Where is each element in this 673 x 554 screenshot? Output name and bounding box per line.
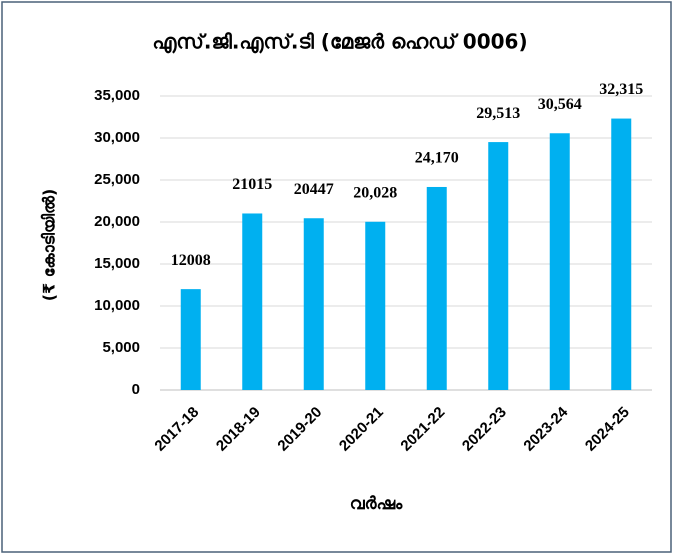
data-label: 32,315 bbox=[599, 81, 643, 98]
data-label: 12008 bbox=[171, 252, 211, 269]
data-label: 29,513 bbox=[476, 105, 520, 122]
data-label: 20447 bbox=[294, 181, 334, 198]
y-tick-label: 0 bbox=[132, 381, 140, 398]
bar bbox=[180, 289, 201, 390]
bar bbox=[611, 118, 632, 390]
y-axis-label: (₹ കോടിയിൽ) bbox=[40, 189, 59, 302]
data-label: 20,028 bbox=[353, 184, 397, 201]
y-tick-label: 15,000 bbox=[94, 255, 140, 272]
bar bbox=[365, 221, 386, 390]
data-label: 24,170 bbox=[415, 150, 459, 167]
data-label: 30,564 bbox=[538, 96, 582, 113]
y-tick-label: 20,000 bbox=[94, 213, 140, 230]
y-tick-label: 30,000 bbox=[94, 129, 140, 146]
y-tick-label: 35,000 bbox=[94, 87, 140, 104]
y-tick-label: 5,000 bbox=[102, 339, 140, 356]
y-tick-label: 25,000 bbox=[94, 171, 140, 188]
chart-title: എസ്.ജി.എസ്.ടി (മേജർ ഹെഡ് 0006) bbox=[152, 30, 527, 54]
bar bbox=[488, 142, 509, 390]
data-label: 21015 bbox=[232, 176, 272, 193]
bar bbox=[549, 133, 570, 391]
x-axis-label: വർഷം bbox=[350, 494, 403, 514]
bar bbox=[242, 213, 263, 390]
y-tick-label: 10,000 bbox=[94, 297, 140, 314]
bar bbox=[303, 218, 324, 390]
bar bbox=[426, 186, 447, 390]
